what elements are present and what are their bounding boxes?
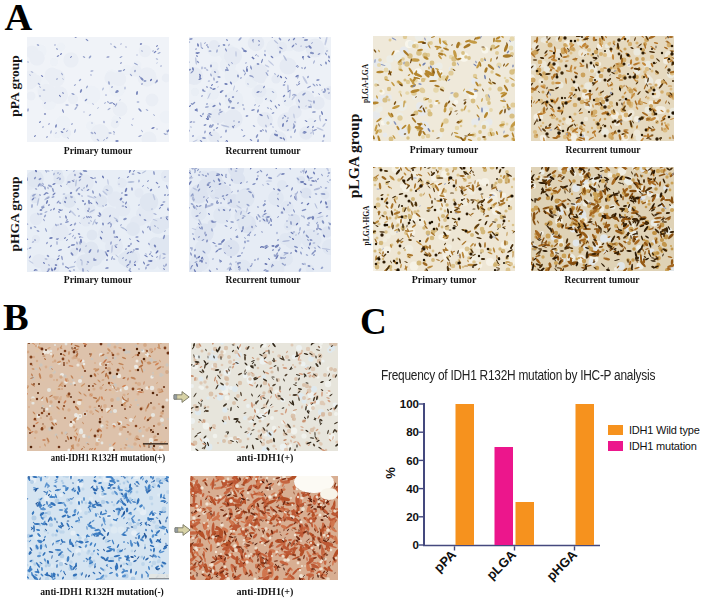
svg-text:20: 20 xyxy=(406,511,419,523)
svg-text:IDH1 Wild type: IDH1 Wild type xyxy=(629,424,700,436)
svg-text:pLGA: pLGA xyxy=(483,547,519,583)
svg-text:100: 100 xyxy=(400,398,419,410)
svg-text:pPA: pPA xyxy=(431,547,460,576)
svg-text:0: 0 xyxy=(413,539,419,551)
svg-text:40: 40 xyxy=(406,483,419,495)
svg-text:IDH1 mutation: IDH1 mutation xyxy=(629,440,697,452)
svg-text:60: 60 xyxy=(406,455,419,467)
svg-text:pHGA: pHGA xyxy=(543,547,580,584)
svg-text:80: 80 xyxy=(406,426,419,438)
svg-text:%: % xyxy=(383,467,398,479)
